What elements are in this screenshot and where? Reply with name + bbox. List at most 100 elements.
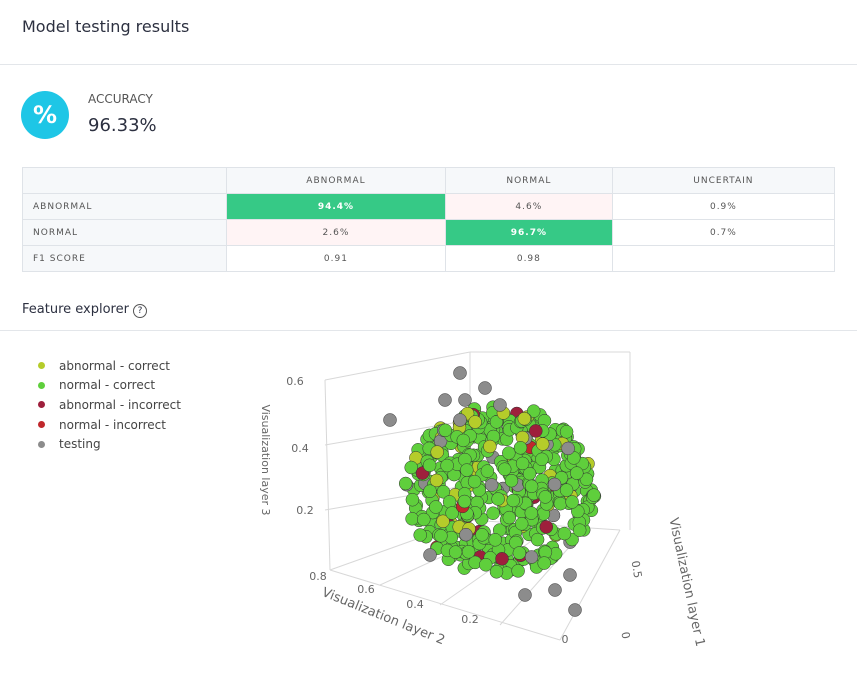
table-cell: 0.91 <box>226 245 446 272</box>
scatter-point <box>504 473 519 488</box>
scatter-point <box>448 545 463 559</box>
x-tick-label: 0.2 <box>461 613 479 626</box>
scatter-point <box>572 523 587 537</box>
table-row: F1 SCORE 0.91 0.98 <box>22 245 836 272</box>
section-title: Feature explorer? <box>22 302 147 318</box>
scatter-point <box>563 568 577 582</box>
scatter-point <box>436 514 450 529</box>
scatter-point <box>515 456 530 471</box>
scatter-point <box>459 527 473 542</box>
row-label: F1 SCORE <box>22 245 227 272</box>
scatter-point <box>417 512 431 527</box>
grid-line <box>329 569 561 641</box>
x-tick-label: 0.8 <box>309 570 327 583</box>
scatter-point <box>453 366 467 380</box>
scatter-point <box>413 528 427 542</box>
scatter-point <box>489 565 504 579</box>
scatter-point <box>429 473 444 488</box>
divider <box>0 330 857 331</box>
scatter-point <box>529 424 543 438</box>
scatter-point <box>512 546 527 560</box>
scatter-point <box>553 496 568 511</box>
divider <box>0 64 857 65</box>
scatter-point <box>561 441 575 456</box>
scatter-point <box>440 458 454 473</box>
legend-swatch <box>38 440 45 448</box>
scatter-point <box>434 529 448 543</box>
table-row: NORMAL 2.6% 96.7% 0.7% <box>22 219 836 246</box>
scatter-point <box>538 490 553 504</box>
scatter-point <box>539 520 554 534</box>
scatter-point <box>430 445 444 459</box>
scatter-point <box>460 463 474 477</box>
scatter-point <box>475 528 489 542</box>
table-cell: 0.98 <box>444 245 613 272</box>
legend-item: normal - incorrect <box>38 417 166 432</box>
table-cell: 0.7% <box>611 219 836 246</box>
scatter-point <box>587 488 601 502</box>
z-tick-label: 0.4 <box>291 442 309 455</box>
legend-item: abnormal - correct <box>38 358 170 373</box>
scatter-point <box>495 552 509 566</box>
scatter-point <box>422 458 437 473</box>
scatter-point <box>468 415 482 429</box>
table-cell: 4.6% <box>444 193 613 220</box>
scatter-point <box>535 452 549 467</box>
confusion-table: ABNORMAL NORMAL UNCERTAIN ABNORMAL 94.4% 4.6%… <box>22 167 836 272</box>
header-cell: ABNORMAL <box>226 167 446 194</box>
scatter-point <box>438 393 452 407</box>
z-axis-label: Visualization layer 3 <box>259 404 272 515</box>
legend-item: abnormal - incorrect <box>38 397 181 412</box>
legend-swatch <box>38 381 45 389</box>
scatter-point <box>479 558 493 572</box>
accuracy-label: ACCURACY <box>88 92 153 106</box>
scatter-point <box>491 492 505 506</box>
z-tick-label: 0.6 <box>286 375 304 388</box>
scatter-point <box>486 506 500 520</box>
scatter-point <box>405 492 420 507</box>
scatter-point <box>524 506 539 520</box>
grid-line <box>559 529 621 641</box>
legend-swatch <box>38 362 45 369</box>
table-cell: 94.4% <box>226 193 446 220</box>
scatter-point <box>442 495 457 509</box>
help-icon[interactable]: ? <box>132 304 147 318</box>
accuracy-icon: % <box>21 91 69 139</box>
scatter-point <box>453 413 467 427</box>
legend-item: normal - correct <box>38 378 156 393</box>
page-title: Model testing results <box>22 17 190 36</box>
table-cell: 96.7% <box>444 219 613 246</box>
legend-text: normal - correct <box>59 378 156 393</box>
x-tick-label: 0.6 <box>357 583 375 596</box>
scatter-point <box>398 476 413 491</box>
scatter-point <box>456 433 471 448</box>
scatter-point <box>565 495 579 509</box>
scatter-point <box>493 398 507 412</box>
scatter-point <box>497 462 512 476</box>
legend-text: abnormal - incorrect <box>59 397 181 412</box>
scatter-point <box>423 548 437 562</box>
scatter-point <box>524 550 539 564</box>
scatter-point <box>506 493 520 508</box>
scatter-point <box>547 477 562 492</box>
scatter-point <box>467 474 482 489</box>
x-tick-label: 0.4 <box>406 598 424 611</box>
scatter-point <box>461 545 476 559</box>
scatter-point <box>405 512 419 526</box>
scatter-point <box>423 484 437 498</box>
table-row: ABNORMAL 94.4% 4.6% 0.9% <box>22 193 836 220</box>
grid-line <box>499 534 581 626</box>
scatter-point <box>511 564 525 578</box>
scatter-point <box>568 603 582 617</box>
scatter-point <box>548 583 562 597</box>
scatter-point <box>559 483 574 497</box>
header-cell <box>22 167 227 194</box>
scatter-point <box>517 411 532 426</box>
accuracy-value: 96.33% <box>88 115 157 136</box>
row-label: NORMAL <box>22 219 227 246</box>
scatter-point <box>438 423 453 438</box>
scatter-point <box>524 479 539 494</box>
scatter-point <box>535 437 550 451</box>
